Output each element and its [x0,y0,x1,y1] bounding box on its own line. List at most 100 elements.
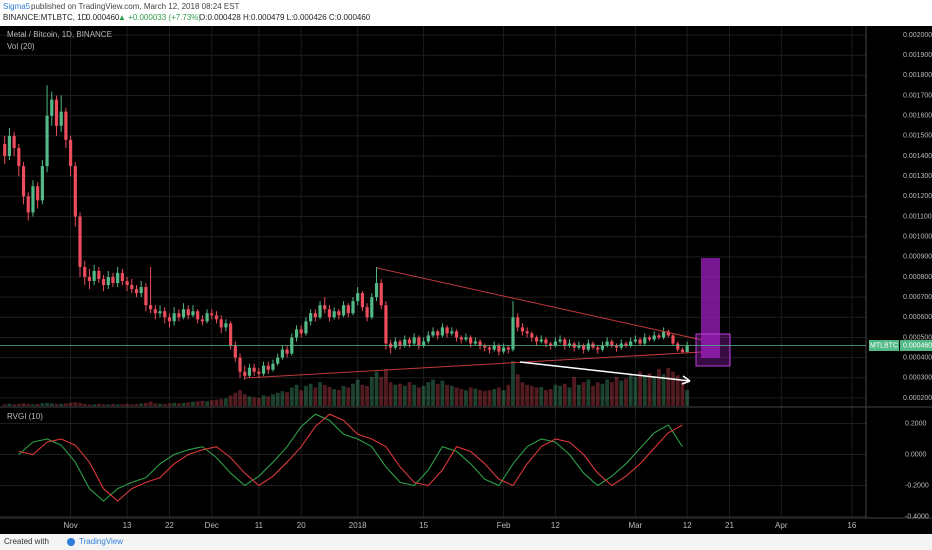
candle-body [374,283,379,298]
author[interactable]: Sigma5 [3,2,31,11]
volume-bar [379,376,384,406]
volume-bar [468,387,473,406]
candle-body [534,337,539,342]
volume-bar [544,390,548,406]
candle-body [652,335,656,340]
volume-bar [520,382,525,406]
y-tick-label: 0.000200 [903,395,932,402]
candle-body [64,111,68,140]
candle-body [59,111,63,126]
volume-bar [647,373,652,406]
volume-bar [87,404,92,406]
footer-text: Created with [4,537,49,546]
candle-body [666,331,670,336]
volume-bar [431,379,435,406]
candle-body [483,345,487,348]
volume-bar [539,386,544,406]
candle-body [125,281,129,286]
candle-body [473,341,477,344]
candle-body [567,343,572,346]
candle-body [40,166,44,201]
candle-body [134,289,139,294]
y-tick-label: 0.000800 [903,274,932,281]
candle-body [511,317,515,350]
volume-bar [402,385,407,406]
x-tick-label: Feb [497,521,511,530]
volume-bar [426,382,431,406]
candle-body [191,311,195,316]
candle-body [497,345,501,352]
volume-bar [120,404,125,406]
y-tick-label: 0.001800 [903,72,932,79]
range-box [695,333,731,367]
volume-bar [478,390,482,406]
y-tick-label: 0.000400 [903,354,932,361]
volume-bar [162,403,167,406]
candle-body [662,331,666,338]
candle-body [181,309,186,318]
candle-body [309,313,313,322]
candle-body [680,349,685,352]
trend-line [376,267,703,341]
volume-bar [506,384,511,406]
volume-bar [318,382,322,406]
volume-bar [440,380,445,406]
volume-bar [445,384,450,406]
candle-body [530,333,534,338]
volume-bar [525,384,530,406]
x-tick-label: 2018 [349,521,367,530]
symbol-label: MTLBTC [870,342,898,349]
brand-icon [67,538,75,546]
volume-bar [614,376,619,406]
candle-body [492,345,496,350]
candle-body [332,311,336,318]
volume-bar [148,401,153,406]
y-tick-label: 0.001700 [903,92,932,99]
volume-bar [144,402,148,406]
symbol-badge [869,340,899,352]
candle-body [586,343,590,350]
candle-body [629,341,633,346]
candle-body [73,166,77,217]
volume-bar [313,387,318,406]
candle-body [271,363,275,370]
volume-bar [153,403,158,406]
volume-bar [332,389,337,406]
y-tick-label: 0.000700 [903,294,932,301]
y-tick-label: 0.002000 [903,32,932,39]
volume-bar [247,396,252,406]
volume-bar [129,404,134,406]
brand[interactable]: TradingView [79,537,123,546]
candle-body [120,272,124,282]
volume-bar [511,361,515,406]
candle-body [365,307,369,318]
volume-bar [558,385,562,406]
candle-body [257,371,261,374]
volume-bar [360,384,365,406]
volume-bar [680,379,685,406]
y-tick-label: -0.4000 [905,513,929,520]
candle-body [285,349,289,354]
y-tick-label: 0.0000 [905,451,927,458]
volume-bar [642,375,647,406]
volume-bar [214,399,219,406]
candle-body [403,339,407,346]
candle-body [614,345,619,348]
candle-body [431,331,435,336]
candle-body [313,313,317,318]
volume-bar [393,384,398,406]
candle-body [436,331,440,336]
candle-body [163,311,167,318]
candle-body [327,309,332,318]
y-tick-label: 0.001500 [903,133,932,140]
volume-bar [176,403,181,406]
symbol: BINANCE:MTLBTC, 1D [3,13,88,22]
candle-body [205,313,209,322]
candle-body [219,319,223,328]
volume-bar [96,403,101,406]
volume-bar [134,403,139,406]
published: published on TradingView.com, March 12, … [31,2,240,11]
volume-bar [459,389,464,406]
y-tick-label: 0.001000 [903,234,932,241]
